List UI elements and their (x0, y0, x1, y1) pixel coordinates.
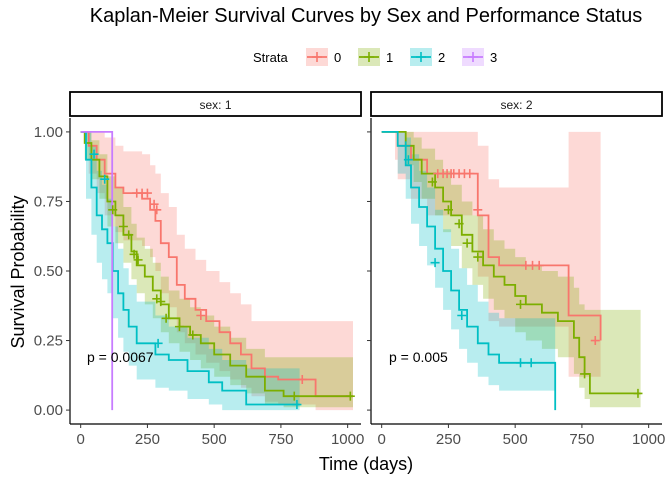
x-tick-label: 500 (202, 431, 227, 448)
censor-mark (188, 330, 198, 340)
x-tick-label: 500 (503, 431, 528, 448)
x-tick-label: 0 (77, 431, 85, 448)
censor-mark (129, 249, 139, 259)
survival-curve-3 (80, 131, 114, 411)
censor-mark (430, 258, 440, 268)
x-axis-title: Time (days) (319, 454, 413, 474)
x-tick-label: 750 (569, 431, 594, 448)
censor-mark (292, 400, 302, 410)
y-tick-label: 0.25 (34, 333, 63, 350)
censor-mark (580, 369, 590, 379)
censor-mark (590, 336, 600, 346)
y-tick-label: 0.50 (34, 263, 63, 280)
censor-mark (516, 358, 526, 368)
censor-mark (124, 230, 134, 240)
panels: sex: 1 0 250 500 750 1000 0.00 0.25 0.50 0.75 1.00… (34, 91, 665, 448)
censor-mark (196, 311, 206, 321)
ci-band-0 (381, 131, 601, 377)
x-tick-label: 250 (135, 431, 160, 448)
censor-mark (133, 255, 143, 265)
panel-2: sex: 2 0 250 500 750 1000 (367, 91, 665, 448)
strip-box (69, 91, 362, 117)
legend-title: Strata (253, 50, 288, 65)
survival-curve-1 (80, 131, 353, 398)
censor-mark (457, 311, 467, 321)
ci-band-2 (381, 131, 556, 411)
panel-1: sex: 1 0 250 500 750 1000 0.00 0.25 0.50 0.75 1.00 (34, 91, 364, 448)
x-tick-label: 0 (378, 431, 386, 448)
legend-label-2: 2 (438, 50, 445, 65)
survival-curve-2 (381, 131, 557, 411)
censor-mark (149, 199, 159, 209)
censor-mark (153, 338, 163, 348)
censor-mark (462, 238, 472, 248)
y-tick-label: 1.00 (34, 124, 63, 141)
censor-mark (465, 169, 475, 179)
censor-mark (142, 188, 152, 198)
ci-band-0 (80, 131, 353, 411)
censor-mark (473, 205, 483, 215)
censor-mark (345, 391, 355, 401)
panel-1-pvalue: p = 0.0067 (87, 349, 154, 365)
censor-mark (473, 252, 483, 262)
x-tick-label: 1000 (632, 431, 665, 448)
chart-title: Kaplan-Meier Survival Curves by Sex and … (90, 5, 642, 27)
ci-band-2 (80, 131, 300, 411)
censor-mark (454, 219, 464, 229)
censor-mark (443, 205, 453, 215)
legend-key-1 (358, 48, 380, 66)
censor-mark (174, 322, 184, 332)
censor-mark (156, 297, 166, 307)
censor-mark (427, 177, 437, 187)
x-tick-label: 1000 (331, 431, 364, 448)
panel-2-pvalue: p = 0.005 (389, 349, 448, 365)
survival-curve-2 (80, 131, 300, 406)
legend-label-1: 1 (386, 50, 393, 65)
legend-label-3: 3 (490, 50, 497, 65)
censor-mark (297, 374, 307, 384)
censor-mark (526, 358, 536, 368)
censor-mark (534, 260, 544, 270)
survival-curve-1 (381, 131, 641, 395)
censor-mark (89, 149, 99, 159)
strip-label: sex: 1 (199, 98, 231, 112)
strip-label: sex: 2 (500, 98, 532, 112)
censor-mark (152, 205, 162, 215)
y-axis-title: Survival Probability (8, 195, 28, 348)
censor-mark (516, 299, 526, 309)
legend-key-0 (306, 48, 328, 66)
legend: Strata 0 1 2 3 (253, 48, 497, 66)
censor-mark (118, 221, 128, 231)
legend-label-0: 0 (334, 50, 341, 65)
censor-mark (100, 174, 110, 184)
y-tick-label: 0.00 (34, 402, 63, 419)
censor-mark (633, 388, 643, 398)
censor-mark (289, 391, 299, 401)
legend-key-2 (410, 48, 432, 66)
x-tick-label: 750 (268, 431, 293, 448)
censor-mark (403, 155, 413, 165)
x-tick-label: 250 (436, 431, 461, 448)
censor-mark (401, 141, 411, 151)
ci-band-1 (80, 131, 353, 408)
legend-key-3 (462, 48, 484, 66)
censor-mark (161, 313, 171, 323)
censor-mark (108, 205, 118, 215)
survival-curve-0 (80, 131, 353, 398)
strip-box (370, 91, 663, 117)
y-tick-label: 0.75 (34, 193, 63, 210)
